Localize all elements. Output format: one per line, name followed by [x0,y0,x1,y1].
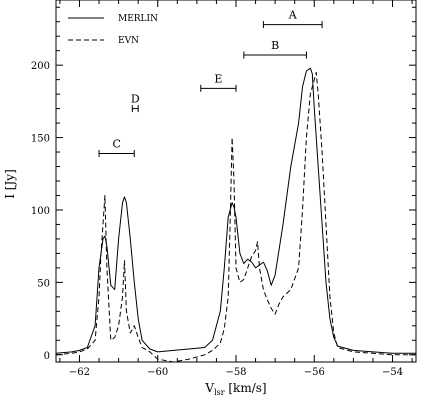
x-axis-label-sub: lsr [214,388,225,397]
y-tick-label: 50 [37,278,50,289]
x-axis-label: Vlsr [km/s] [204,381,266,397]
x-tick-label: −62 [69,367,90,378]
velocity-ranges: A B E D C [98,9,323,157]
x-tick-label: −58 [225,367,246,378]
x-tick-label: −56 [304,367,325,378]
y-tick-label: 0 [44,351,50,362]
range-e: E [200,72,237,92]
plot-frame [55,0,417,363]
legend-label-evn: EVN [118,36,139,46]
range-b: B [243,39,307,59]
legend-label-merlin: MERLIN [118,14,158,24]
range-d: D [131,93,140,113]
x-tick-label: −60 [147,367,168,378]
y-tick-label: 200 [31,61,50,72]
range-label: E [214,72,222,85]
range-a: A [262,9,323,29]
range-c: C [98,137,135,157]
axis-ticks [56,0,416,362]
y-axis-label: I [Jy] [3,169,17,199]
x-tick-label: −54 [382,367,403,378]
range-label: C [112,137,120,150]
range-label: A [288,9,298,22]
series-layer [55,67,416,363]
series-line-merlin [55,67,416,354]
y-tick-label: 100 [31,206,50,217]
legend: MERLIN EVN [68,14,158,46]
series-line-evn [55,71,416,363]
x-axis-label-units: [km/s] [225,381,267,395]
range-label: B [271,39,279,52]
axis-tick-labels: −62 −60 −58 −56 −54 0 50 100 150 200 [31,61,403,378]
x-axis-label-main: V [204,381,214,395]
y-tick-label: 150 [31,134,50,145]
range-label: D [131,93,140,106]
